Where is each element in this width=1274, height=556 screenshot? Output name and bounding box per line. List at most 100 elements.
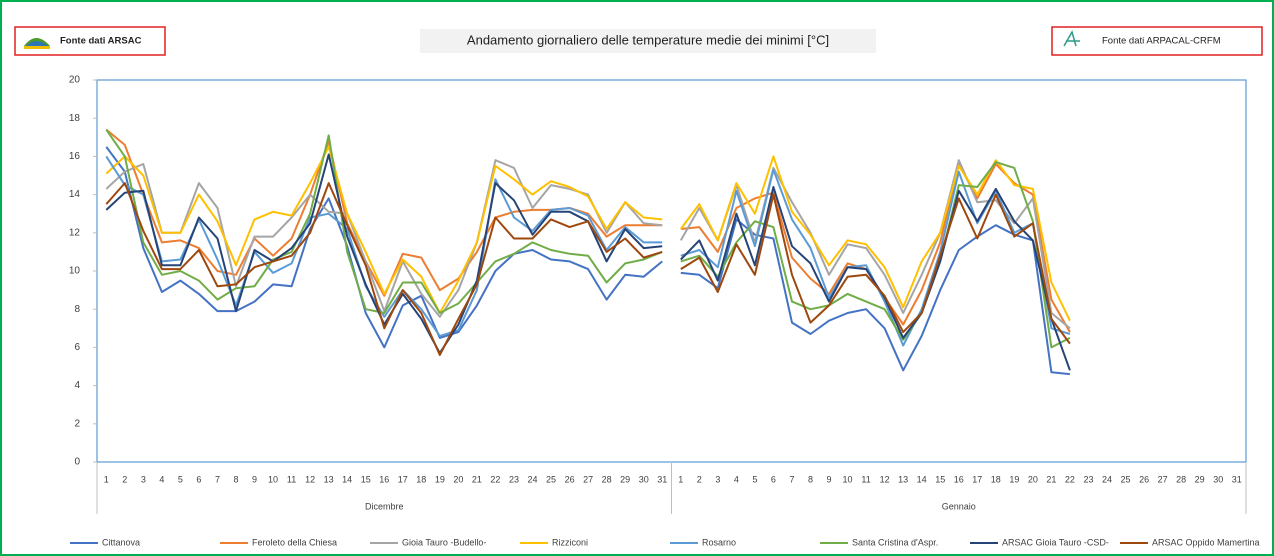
x-tick-label: 25: [546, 474, 556, 484]
source-box-left: [14, 26, 166, 56]
x-tick-label: 16: [379, 474, 389, 484]
y-tick-label: 16: [69, 151, 81, 162]
x-tick-label: 9: [827, 474, 832, 484]
x-group-label: Dicembre: [365, 501, 404, 511]
x-group-label: Gennaio: [942, 501, 976, 511]
legend-label: Rosarno: [702, 537, 736, 547]
x-tick-label: 4: [159, 474, 164, 484]
series-line: [679, 155, 1071, 322]
x-tick-label: 11: [287, 474, 296, 484]
x-tick-label: 25: [1121, 474, 1131, 484]
x-tick-label: 6: [196, 474, 201, 484]
x-tick-label: 22: [1065, 474, 1075, 484]
series-line: [105, 129, 663, 314]
x-tick-label: 3: [715, 474, 720, 484]
x-tick-label: 15: [361, 474, 371, 484]
x-tick-label: 13: [324, 474, 334, 484]
source-right: Fonte dati ARPACAL-CRFM: [1102, 36, 1221, 47]
x-tick-label: 10: [843, 474, 853, 484]
x-tick-label: 14: [342, 474, 352, 484]
arpacal-logo: [1063, 30, 1080, 47]
x-tick-label: 29: [620, 474, 630, 484]
x-tick-label: 20: [1028, 474, 1038, 484]
title-box: [420, 29, 876, 53]
legend-label: Feroleto della Chiesa: [252, 537, 337, 547]
arsac-logo: [24, 38, 50, 49]
x-tick-label: 20: [453, 474, 463, 484]
y-tick-label: 14: [69, 189, 81, 200]
x-tick-label: 30: [639, 474, 649, 484]
x-tick-label: 27: [583, 474, 593, 484]
x-tick-label: 1: [104, 474, 109, 484]
x-tick-label: 31: [657, 474, 667, 484]
y-tick-label: 12: [69, 227, 81, 238]
x-tick-label: 11: [861, 474, 870, 484]
x-tick-label: 23: [509, 474, 519, 484]
y-tick-label: 10: [69, 266, 81, 277]
x-tick-label: 17: [972, 474, 982, 484]
x-tick-label: 26: [565, 474, 575, 484]
chart-title: Andamento giornaliero delle temperature …: [467, 32, 829, 47]
series-line: [105, 145, 663, 314]
x-tick-label: 12: [305, 474, 315, 484]
y-tick-label: 20: [69, 75, 81, 86]
x-tick-label: 8: [808, 474, 813, 484]
y-tick-label: 2: [74, 418, 80, 429]
x-tick-label: 5: [178, 474, 183, 484]
series-line: [105, 182, 663, 356]
series-line: [680, 218, 1071, 376]
x-tick-label: 2: [122, 474, 127, 484]
x-tick-label: 19: [435, 474, 445, 484]
x-tick-label: 31: [1232, 474, 1242, 484]
x-tick-label: 3: [141, 474, 146, 484]
x-tick-label: 22: [490, 474, 500, 484]
source-left: Fonte dati ARSAC: [60, 36, 142, 47]
x-tick-label: 7: [215, 474, 220, 484]
x-tick-label: 23: [1083, 474, 1093, 484]
x-tick-label: 13: [898, 474, 908, 484]
series-line: [680, 193, 1071, 345]
x-tick-label: 27: [1158, 474, 1168, 484]
x-tick-label: 24: [528, 474, 538, 484]
legend-label: Cittanova: [102, 537, 140, 547]
x-tick-label: 7: [789, 474, 794, 484]
y-tick-label: 6: [74, 342, 80, 353]
x-tick-label: 6: [771, 474, 776, 484]
x-tick-label: 4: [734, 474, 739, 484]
legend-label: Gioia Tauro -Budello-: [402, 537, 486, 547]
source-box-right: [1051, 26, 1263, 56]
x-tick-label: 21: [472, 474, 482, 484]
x-tick-label: 30: [1213, 474, 1223, 484]
x-tick-label: 8: [233, 474, 238, 484]
series-line: [105, 153, 663, 355]
y-tick-label: 8: [74, 304, 80, 315]
x-tick-label: 17: [398, 474, 408, 484]
x-tick-label: 18: [991, 474, 1001, 484]
x-tick-label: 28: [1176, 474, 1186, 484]
x-tick-label: 5: [752, 474, 757, 484]
x-tick-label: 1: [678, 474, 683, 484]
x-tick-label: 10: [268, 474, 278, 484]
x-tick-label: 15: [935, 474, 945, 484]
x-tick-label: 14: [917, 474, 927, 484]
x-tick-label: 19: [1009, 474, 1019, 484]
series-line: [105, 146, 663, 349]
x-tick-label: 21: [1046, 474, 1056, 484]
x-tick-label: 12: [880, 474, 890, 484]
x-tick-label: 28: [602, 474, 612, 484]
legend-label: Rizziconi: [552, 537, 588, 547]
series-line: [680, 161, 1071, 349]
legend-label: Santa Cristina d'Aspr.: [852, 537, 938, 547]
x-tick-label: 26: [1139, 474, 1149, 484]
legend-label: ARSAC Oppido Mamertina: [1152, 537, 1260, 547]
y-tick-label: 4: [74, 380, 80, 391]
series-line: [680, 186, 1071, 371]
y-tick-label: 18: [69, 113, 81, 124]
y-tick-label: 0: [74, 457, 80, 468]
legend-label: ARSAC Gioia Tauro -CSD-: [1002, 537, 1109, 547]
x-tick-label: 16: [954, 474, 964, 484]
x-tick-label: 18: [416, 474, 426, 484]
x-tick-label: 2: [697, 474, 702, 484]
x-tick-label: 9: [252, 474, 257, 484]
